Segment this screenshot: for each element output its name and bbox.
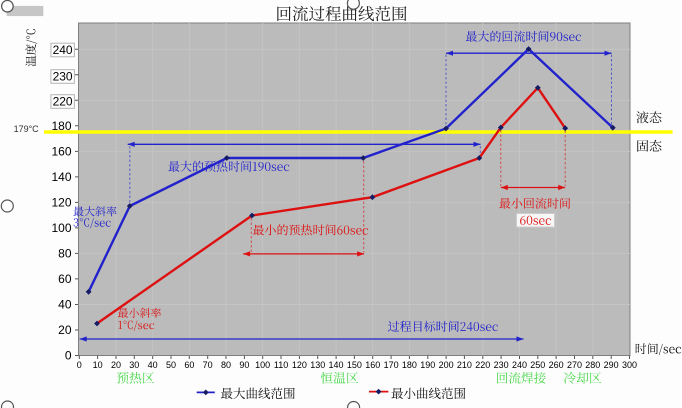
svg-text:150: 150 bbox=[347, 360, 362, 370]
svg-text:80: 80 bbox=[221, 360, 231, 370]
svg-text:0: 0 bbox=[77, 360, 82, 370]
svg-text:120: 120 bbox=[51, 196, 71, 210]
svg-text:220: 220 bbox=[53, 95, 73, 109]
svg-text:230: 230 bbox=[53, 70, 73, 84]
svg-text:50: 50 bbox=[166, 360, 176, 370]
svg-text:190: 190 bbox=[420, 360, 435, 370]
svg-text:90: 90 bbox=[239, 360, 249, 370]
svg-text:180: 180 bbox=[402, 360, 417, 370]
svg-text:140: 140 bbox=[329, 360, 344, 370]
svg-text:230: 230 bbox=[494, 360, 509, 370]
svg-text:120: 120 bbox=[292, 360, 307, 370]
svg-text:80: 80 bbox=[58, 247, 72, 261]
svg-text:40: 40 bbox=[148, 360, 158, 370]
svg-text:290: 290 bbox=[604, 360, 619, 370]
svg-text:0: 0 bbox=[65, 349, 72, 363]
svg-text:179°C: 179°C bbox=[14, 124, 40, 134]
svg-text:240: 240 bbox=[53, 43, 73, 57]
svg-text:210: 210 bbox=[457, 360, 472, 370]
svg-text:300: 300 bbox=[622, 360, 637, 370]
svg-text:70: 70 bbox=[203, 360, 213, 370]
svg-text:240: 240 bbox=[512, 360, 527, 370]
svg-text:260: 260 bbox=[549, 360, 564, 370]
svg-text:60: 60 bbox=[58, 272, 72, 286]
svg-text:270: 270 bbox=[567, 360, 582, 370]
svg-text:250: 250 bbox=[530, 360, 545, 370]
svg-text:60: 60 bbox=[184, 360, 194, 370]
svg-text:130: 130 bbox=[310, 360, 325, 370]
svg-text:20: 20 bbox=[58, 323, 72, 337]
svg-text:20: 20 bbox=[111, 360, 121, 370]
svg-text:220: 220 bbox=[475, 360, 490, 370]
svg-text:200: 200 bbox=[439, 360, 454, 370]
svg-text:170: 170 bbox=[384, 360, 399, 370]
svg-text:30: 30 bbox=[129, 360, 139, 370]
svg-text:40: 40 bbox=[58, 298, 72, 312]
svg-text:160: 160 bbox=[51, 145, 71, 159]
svg-text:100: 100 bbox=[51, 221, 71, 235]
svg-text:100: 100 bbox=[255, 360, 270, 370]
svg-text:160: 160 bbox=[365, 360, 380, 370]
svg-text:140: 140 bbox=[51, 170, 71, 184]
svg-text:280: 280 bbox=[585, 360, 600, 370]
svg-text:180: 180 bbox=[51, 119, 71, 133]
svg-text:10: 10 bbox=[93, 360, 103, 370]
svg-text:110: 110 bbox=[274, 360, 288, 370]
